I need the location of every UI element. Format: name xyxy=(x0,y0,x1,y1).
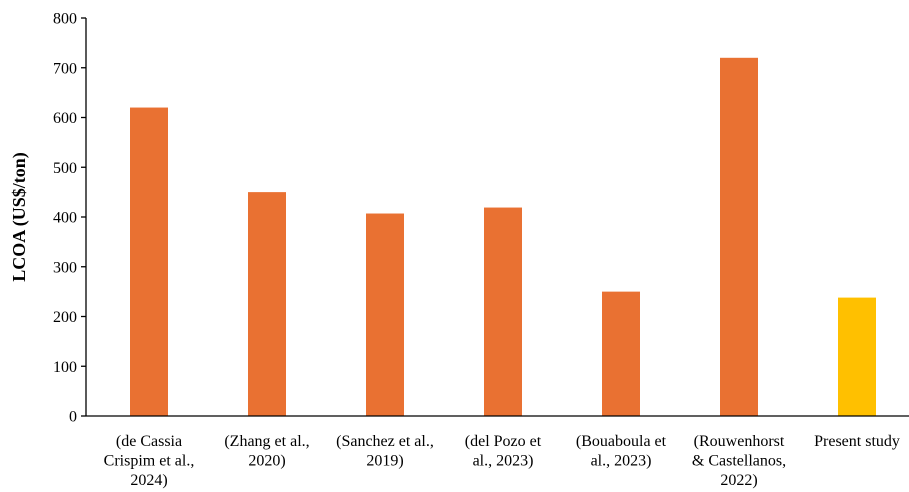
y-tick-label: 800 xyxy=(53,11,77,28)
y-tick-label: 300 xyxy=(53,259,77,276)
bar xyxy=(602,291,640,416)
bar xyxy=(130,107,168,417)
bar xyxy=(720,57,758,417)
x-category-label: (Sanchez et al., xyxy=(336,433,434,450)
y-tick-label: 100 xyxy=(53,359,77,376)
x-category-label: 2019) xyxy=(366,453,403,470)
y-axis-ticks: 0 100 200 300 400 500 600 700 800 xyxy=(53,11,86,426)
x-category-label: & Castellanos, xyxy=(692,453,786,470)
x-category-label: (de Cassia xyxy=(116,433,182,450)
y-axis-title: LCOA (US$/ton) xyxy=(9,152,30,282)
y-tick-label: 500 xyxy=(53,160,77,177)
x-category-label: (Zhang et al., xyxy=(224,433,309,450)
x-category-label: (Rouwenhorst xyxy=(694,433,785,450)
y-tick-label: 700 xyxy=(53,60,77,77)
x-category-label: 2022) xyxy=(720,472,757,489)
bars xyxy=(130,57,876,417)
bar xyxy=(838,297,876,416)
y-tick-label: 0 xyxy=(69,409,77,426)
x-category-label: Present study xyxy=(814,433,900,450)
x-category-label: (Bouaboula et xyxy=(576,433,667,450)
y-tick-label: 200 xyxy=(53,309,77,326)
y-tick-label: 600 xyxy=(53,110,77,127)
x-category-label: (del Pozo et xyxy=(465,433,542,450)
bar xyxy=(484,207,522,416)
x-category-label: 2024) xyxy=(130,472,167,489)
x-axis-category-labels: (de Cassia Crispim et al., 2024) (Zhang et … xyxy=(104,433,900,489)
bar xyxy=(248,192,286,416)
y-tick-label: 400 xyxy=(53,210,77,227)
x-category-label: 2020) xyxy=(248,453,285,470)
x-category-label: al., 2023) xyxy=(473,453,534,470)
x-category-label: Crispim et al., xyxy=(104,453,195,470)
bar xyxy=(366,213,404,416)
x-category-label: al., 2023) xyxy=(591,453,652,470)
